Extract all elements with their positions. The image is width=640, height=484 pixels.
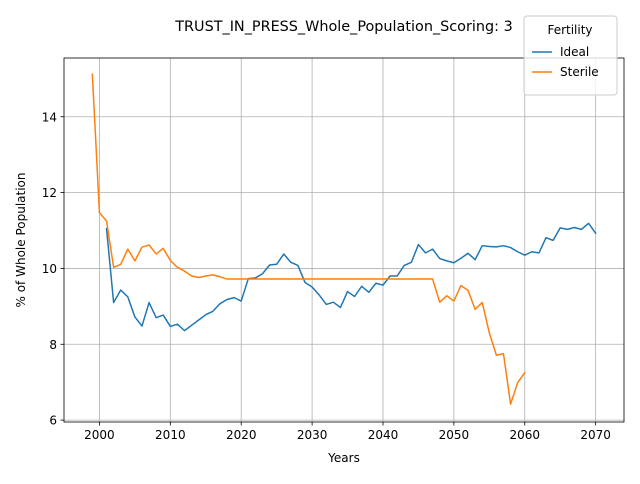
legend-title: Fertility (547, 23, 592, 37)
x-tick-label: 2030 (297, 428, 328, 442)
y-tick-label: 10 (42, 262, 57, 276)
x-tick-label: 2040 (368, 428, 399, 442)
legend-label-ideal: Ideal (560, 45, 589, 59)
y-tick-label: 12 (42, 186, 57, 200)
series-line-sterile (91, 73, 526, 405)
series-line-ideal (105, 222, 597, 332)
x-tick-label: 2060 (509, 428, 540, 442)
x-tick-label: 2050 (439, 428, 470, 442)
x-tick-label: 2000 (84, 428, 115, 442)
grid-lines (64, 58, 624, 422)
legend: Fertility Ideal Sterile (523, 15, 618, 96)
legend-label-sterile: Sterile (560, 65, 599, 79)
y-tick-label: 6 (49, 414, 57, 428)
series-lines (91, 73, 597, 405)
y-tick-label: 14 (42, 110, 57, 124)
x-tick-label: 2010 (155, 428, 186, 442)
legend-box (523, 15, 618, 96)
plot-frame (63, 57, 625, 423)
y-axis-label: % of Whole Population (14, 173, 28, 308)
x-tick-label: 2020 (226, 428, 257, 442)
x-tick-label: 2070 (580, 428, 611, 442)
chart-title: TRUST_IN_PRESS_Whole_Population_Scoring:… (174, 19, 512, 35)
x-axis-label: Years (327, 451, 360, 465)
y-tick-label: 8 (49, 338, 57, 352)
axis-ticks: 2000 2010 2020 2030 2040 2050 2060 2070 6 8 10 12 14 (42, 110, 611, 442)
